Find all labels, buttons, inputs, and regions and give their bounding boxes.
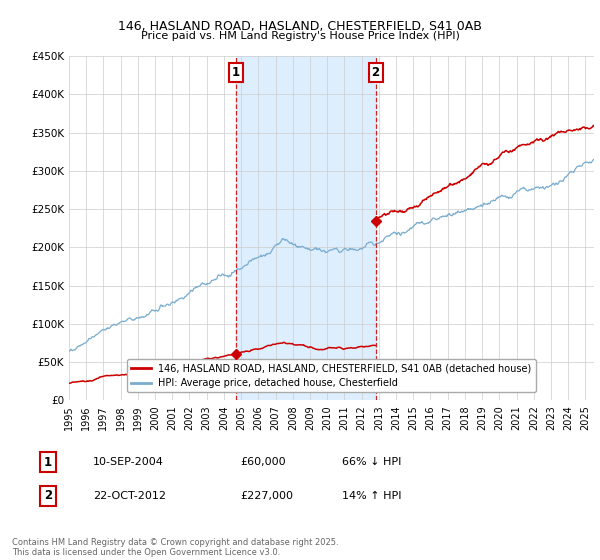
Text: 2: 2 bbox=[44, 489, 52, 502]
Text: 2: 2 bbox=[371, 66, 380, 80]
Text: 1: 1 bbox=[44, 455, 52, 469]
Text: 146, HASLAND ROAD, HASLAND, CHESTERFIELD, S41 0AB: 146, HASLAND ROAD, HASLAND, CHESTERFIELD… bbox=[118, 20, 482, 32]
Legend: 146, HASLAND ROAD, HASLAND, CHESTERFIELD, S41 0AB (detached house), HPI: Average: 146, HASLAND ROAD, HASLAND, CHESTERFIELD… bbox=[127, 360, 536, 392]
Text: £60,000: £60,000 bbox=[240, 457, 286, 467]
Text: Contains HM Land Registry data © Crown copyright and database right 2025.
This d: Contains HM Land Registry data © Crown c… bbox=[12, 538, 338, 557]
Text: 22-OCT-2012: 22-OCT-2012 bbox=[93, 491, 166, 501]
Text: £227,000: £227,000 bbox=[240, 491, 293, 501]
Text: 10-SEP-2004: 10-SEP-2004 bbox=[93, 457, 164, 467]
Bar bbox=[236, 56, 376, 400]
Text: 66% ↓ HPI: 66% ↓ HPI bbox=[342, 457, 401, 467]
Text: 1: 1 bbox=[232, 66, 240, 80]
Text: Price paid vs. HM Land Registry's House Price Index (HPI): Price paid vs. HM Land Registry's House … bbox=[140, 31, 460, 41]
Text: 14% ↑ HPI: 14% ↑ HPI bbox=[342, 491, 401, 501]
